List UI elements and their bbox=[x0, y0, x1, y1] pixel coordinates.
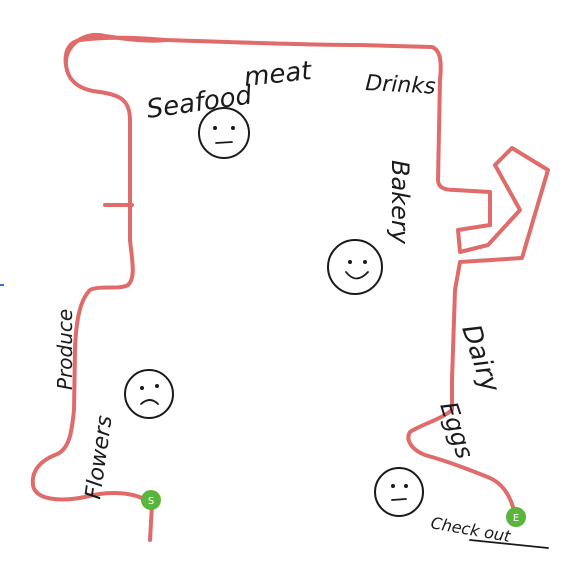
face-produce-flowers bbox=[124, 369, 174, 419]
label-dairy: Dairy bbox=[455, 321, 505, 397]
store-route-outline-b bbox=[63, 32, 167, 67]
label-eggs: Eggs bbox=[434, 398, 479, 462]
label-checkout: Check out bbox=[429, 513, 512, 546]
face-checkout bbox=[374, 467, 424, 517]
end-marker bbox=[506, 507, 526, 527]
end-marker-label: E bbox=[513, 513, 519, 524]
face-seafood-meat bbox=[198, 107, 250, 159]
store-route-outline bbox=[30, 35, 492, 542]
label-bakery: Bakery bbox=[386, 160, 414, 245]
label-flowers: Flowers bbox=[81, 414, 117, 501]
label-produce: Produce bbox=[53, 309, 77, 390]
face-bakery bbox=[327, 239, 383, 295]
label-seafood: Seafood bbox=[145, 80, 255, 125]
start-marker bbox=[141, 490, 161, 510]
start-marker-label: S bbox=[148, 496, 154, 507]
zigzag-extension bbox=[406, 146, 550, 517]
label-drinks: Drinks bbox=[365, 71, 436, 100]
checkout-underline bbox=[469, 539, 549, 549]
label-meat: meat bbox=[243, 56, 314, 93]
